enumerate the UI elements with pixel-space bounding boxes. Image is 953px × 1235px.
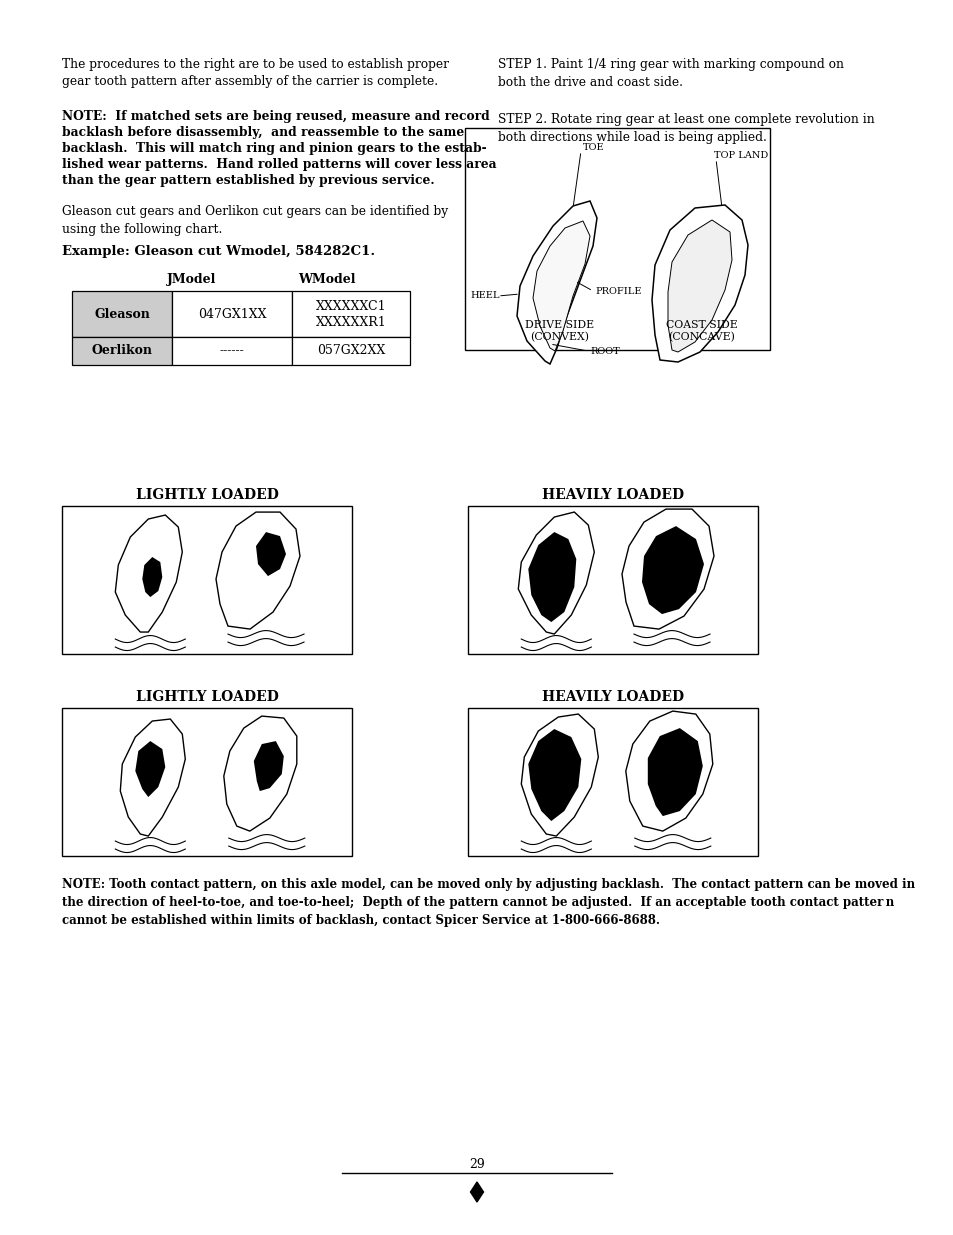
Bar (464, 128, 769, 350)
Text: HEAVILY LOADED: HEAVILY LOADED (541, 690, 683, 704)
Text: backlash before disassembly,  and reassemble to the same: backlash before disassembly, and reassem… (62, 126, 464, 140)
Text: 29: 29 (469, 1158, 484, 1171)
Text: than the gear pattern established by previous service.: than the gear pattern established by pre… (62, 174, 435, 186)
Bar (172, 337, 292, 366)
Text: ------: ------ (219, 345, 244, 357)
Text: WModel: WModel (298, 273, 355, 287)
Bar (62, 708, 352, 856)
Polygon shape (533, 221, 589, 351)
Polygon shape (255, 532, 286, 576)
Text: backlash.  This will match ring and pinion gears to the estab-: backlash. This will match ring and pinio… (62, 142, 486, 156)
Polygon shape (470, 1182, 483, 1202)
Bar (292, 337, 410, 366)
Text: LIGHTLY LOADED: LIGHTLY LOADED (135, 488, 278, 501)
Text: lished wear patterns.  Hand rolled patterns will cover less area: lished wear patterns. Hand rolled patter… (62, 158, 497, 170)
Polygon shape (528, 729, 580, 821)
Text: ROOT: ROOT (589, 347, 619, 356)
Text: 047GX1XX: 047GX1XX (197, 308, 266, 321)
Polygon shape (135, 741, 165, 797)
Text: PROFILE: PROFILE (595, 287, 640, 295)
Polygon shape (517, 201, 597, 364)
Text: STEP 2. Rotate ring gear at least one complete revolution in
both directions whi: STEP 2. Rotate ring gear at least one co… (497, 112, 874, 143)
Bar (468, 506, 758, 655)
Polygon shape (224, 716, 296, 831)
Text: DRIVE SIDE
(CONVEX): DRIVE SIDE (CONVEX) (525, 320, 594, 342)
Polygon shape (142, 557, 162, 597)
Text: HEEL: HEEL (470, 291, 499, 300)
Polygon shape (215, 513, 299, 629)
Polygon shape (115, 515, 182, 632)
Text: Example: Gleason cut Wmodel, 584282C1.: Example: Gleason cut Wmodel, 584282C1. (62, 245, 375, 258)
Text: XXXXXXC1
XXXXXXR1: XXXXXXC1 XXXXXXR1 (315, 300, 386, 329)
Text: NOTE:  If matched sets are being reused, measure and record: NOTE: If matched sets are being reused, … (62, 110, 489, 124)
Polygon shape (517, 513, 594, 634)
Text: Oerlikon: Oerlikon (91, 345, 152, 357)
Bar (172, 291, 292, 337)
Polygon shape (651, 205, 747, 362)
Polygon shape (625, 711, 712, 831)
Text: COAST SIDE
(CONCAVE): COAST SIDE (CONCAVE) (665, 320, 737, 342)
Polygon shape (253, 741, 283, 792)
Text: TOE: TOE (582, 143, 604, 152)
Text: Gleason cut gears and Oerlikon cut gears can be identified by
using the followin: Gleason cut gears and Oerlikon cut gears… (62, 205, 448, 236)
Text: STEP 1. Paint 1/4 ring gear with marking compound on
both the drive and coast si: STEP 1. Paint 1/4 ring gear with marking… (497, 58, 843, 89)
Bar (468, 708, 758, 856)
Polygon shape (641, 526, 703, 614)
Text: LIGHTLY LOADED: LIGHTLY LOADED (135, 690, 278, 704)
Polygon shape (528, 532, 576, 622)
Polygon shape (520, 714, 598, 836)
Text: HEAVILY LOADED: HEAVILY LOADED (541, 488, 683, 501)
Polygon shape (647, 729, 702, 816)
Text: 057GX2XX: 057GX2XX (316, 345, 385, 357)
Polygon shape (667, 220, 731, 352)
Text: NOTE: Tooth contact pattern, on this axle model, can be moved only by adjusting : NOTE: Tooth contact pattern, on this axl… (62, 878, 914, 926)
Bar (71, 337, 172, 366)
Text: Gleason: Gleason (94, 308, 150, 321)
Text: TOP LAND: TOP LAND (713, 152, 767, 161)
Text: The procedures to the right are to be used to establish proper
gear tooth patter: The procedures to the right are to be us… (62, 58, 449, 89)
Polygon shape (120, 719, 185, 836)
Bar (62, 506, 352, 655)
Polygon shape (621, 509, 713, 629)
Text: JModel: JModel (167, 273, 216, 287)
Bar (71, 291, 172, 337)
Bar (292, 291, 410, 337)
